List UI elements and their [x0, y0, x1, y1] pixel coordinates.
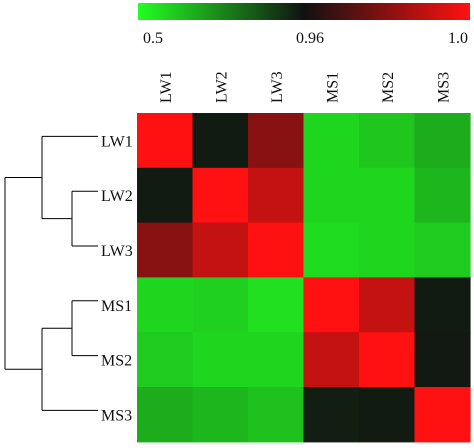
- row-label-LW2: LW2: [101, 188, 133, 205]
- column-label-LW2: LW2: [213, 71, 230, 103]
- heatmap-cell-LW1-LW1: [137, 113, 194, 169]
- dendrogram: [4, 135, 98, 411]
- column-labels: LW1 LW2 LW3 MS1 MS2 MS3: [158, 71, 453, 103]
- scale-tick-label: 0.5: [143, 30, 163, 47]
- heatmap-cell-LW1-MS3: [414, 113, 471, 169]
- heatmap-cell-LW1-MS2: [359, 113, 416, 169]
- column-label-LW3: LW3: [269, 71, 286, 103]
- row-label-MS2: MS2: [101, 353, 132, 370]
- heatmap-cell-LW3-LW1: [137, 222, 194, 278]
- row-label-LW1: LW1: [101, 133, 133, 150]
- column-label-MS1: MS1: [324, 72, 341, 103]
- heatmap-cell-LW2-MS2: [359, 167, 416, 224]
- column-label-MS2: MS2: [380, 72, 397, 103]
- heatmap-cell-MS3-LW1: [137, 387, 194, 443]
- heatmap-cells: [137, 113, 471, 443]
- heatmap-cell-LW2-MS1: [303, 167, 360, 224]
- heatmap-cell-MS1-MS1: [303, 277, 360, 333]
- heatmap-cell-MS2-LW2: [192, 332, 249, 388]
- heatmap-cell-LW1-LW2: [192, 113, 249, 169]
- heatmap-cell-LW3-MS2: [359, 222, 416, 278]
- scale-tick-label: 1.0: [448, 30, 468, 47]
- column-label-LW1: LW1: [158, 71, 175, 103]
- heatmap-cell-MS3-LW3: [248, 387, 305, 443]
- heatmap-cell-MS2-MS3: [414, 332, 471, 388]
- heatmap-cell-MS1-LW1: [137, 277, 194, 333]
- scale-tick-label: 0.96: [296, 30, 324, 47]
- row-label-MS1: MS1: [101, 298, 132, 315]
- heatmap-cell-MS3-MS3: [414, 387, 471, 443]
- color-scale-bar: [138, 3, 470, 20]
- heatmap-cell-MS1-LW3: [248, 277, 305, 333]
- heatmap-cell-LW3-LW2: [192, 222, 249, 278]
- column-label-MS3: MS3: [435, 72, 452, 103]
- heatmap-cell-LW3-LW3: [248, 222, 305, 278]
- heatmap-cell-LW3-MS1: [303, 222, 360, 278]
- heatmap-cell-MS2-LW3: [248, 332, 305, 388]
- heatmap-cell-LW3-MS3: [414, 222, 471, 278]
- heatmap-cell-MS1-LW2: [192, 277, 249, 333]
- heatmap-cell-LW2-MS3: [414, 167, 471, 224]
- heatmap-cell-MS3-MS2: [359, 387, 416, 443]
- heatmap-cell-MS3-MS1: [303, 387, 360, 443]
- row-label-MS3: MS3: [101, 407, 132, 424]
- heatmap-cell-MS1-MS2: [359, 277, 416, 333]
- heatmap-cell-MS2-LW1: [137, 332, 194, 388]
- heatmap-cell-MS1-MS3: [414, 277, 471, 333]
- heatmap-cell-LW1-MS1: [303, 113, 360, 169]
- heatmap-cell-LW1-LW3: [248, 113, 305, 169]
- heatmap-cell-LW2-LW3: [248, 167, 305, 224]
- heatmap-cell-MS3-LW2: [192, 387, 249, 443]
- row-labels: LW1 LW2 LW3 MS1 MS2 MS3: [101, 133, 133, 424]
- heatmap-cell-MS2-MS2: [359, 332, 416, 388]
- heatmap-cell-LW2-LW1: [137, 167, 194, 224]
- color-legend: 0.5 0.96 1.0: [138, 3, 470, 47]
- heatmap-cell-LW2-LW2: [192, 167, 249, 224]
- heatmap-cell-MS2-MS1: [303, 332, 360, 388]
- row-label-LW3: LW3: [101, 243, 133, 260]
